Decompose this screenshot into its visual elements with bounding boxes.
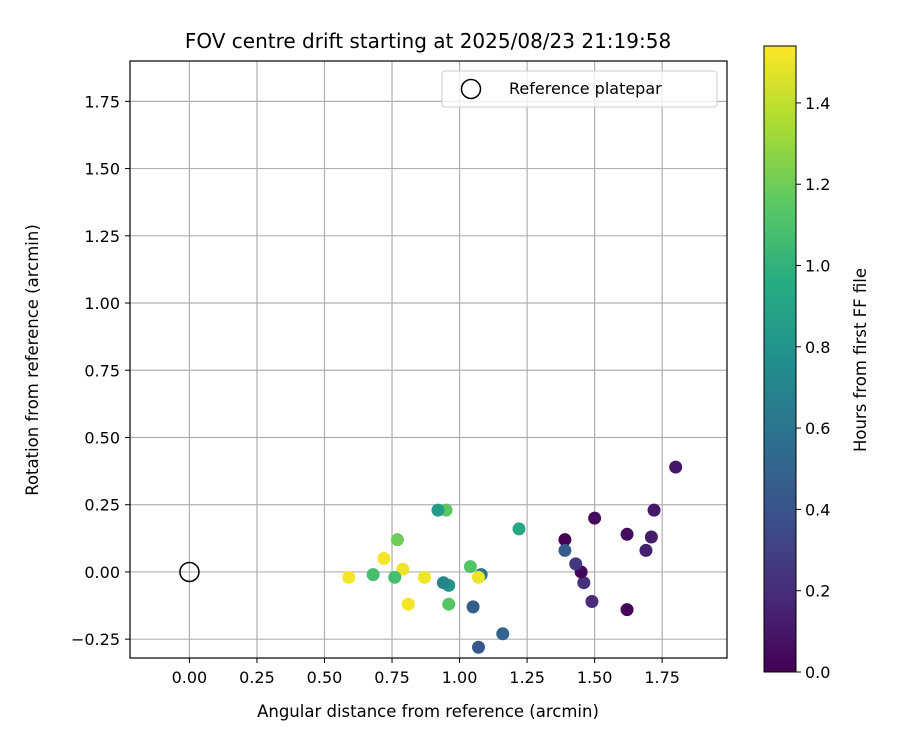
chart-title: FOV centre drift starting at 2025/08/23 … — [185, 29, 671, 53]
data-point — [442, 597, 456, 611]
x-tick-label: 1.75 — [644, 668, 680, 687]
data-point — [620, 527, 634, 541]
data-point — [471, 640, 485, 654]
data-point — [558, 543, 572, 557]
x-tick-label: 1.50 — [577, 668, 613, 687]
legend: Reference platepar — [441, 70, 718, 108]
x-axis-ticks: 0.00 0.25 0.50 0.75 1.00 1.25 1.50 1.75 — [172, 658, 680, 687]
colorbar-label: Hours from first FF file — [851, 268, 870, 452]
y-tick-label: −0.25 — [71, 630, 120, 649]
grid — [130, 61, 727, 658]
y-tick-label: 1.25 — [84, 227, 120, 246]
colorbar-gradient — [763, 45, 797, 673]
colorbar: 0.0 0.2 0.4 0.6 0.8 1.0 1.2 1.4 Hours from firs… — [763, 45, 870, 682]
colorbar-tick-label: 1.0 — [805, 257, 830, 276]
data-point — [512, 522, 526, 536]
data-point — [496, 627, 510, 641]
x-tick-label: 0.00 — [172, 668, 208, 687]
y-axis-label: Rotation from reference (arcmin) — [23, 224, 42, 496]
y-tick-label: 0.00 — [84, 563, 120, 582]
x-axis-label: Angular distance from reference (arcmin) — [257, 702, 599, 721]
colorbar-tick-label: 0.4 — [805, 500, 830, 519]
data-point — [669, 460, 683, 474]
legend-box — [441, 70, 718, 108]
data-point — [558, 533, 572, 547]
x-tick-label: 1.25 — [509, 668, 545, 687]
x-tick-label: 0.50 — [307, 668, 343, 687]
legend-marker — [460, 78, 482, 100]
colorbar-tick-label: 0.2 — [805, 582, 830, 601]
colorbar-tick-label: 0.6 — [805, 419, 830, 438]
y-axis-ticks: −0.25 0.00 0.25 0.50 0.75 1.00 1.25 1.50 1.75 — [71, 92, 130, 649]
x-tick-label: 0.75 — [374, 668, 410, 687]
data-point — [620, 603, 634, 617]
y-tick-label: 0.25 — [84, 496, 120, 515]
colorbar-tick-label: 1.2 — [805, 175, 830, 194]
data-point — [463, 560, 477, 574]
x-tick-label: 0.25 — [239, 668, 275, 687]
data-point — [588, 511, 602, 525]
data-point — [569, 557, 583, 571]
data-point — [639, 543, 653, 557]
x-tick-label: 1.00 — [442, 668, 478, 687]
data-point — [377, 552, 391, 565]
data-point — [466, 600, 480, 614]
data-point — [431, 503, 445, 517]
data-point — [585, 595, 599, 609]
legend-entry: Reference platepar — [509, 79, 662, 98]
data-point — [388, 570, 402, 584]
colorbar-tick-label: 0.0 — [805, 663, 830, 682]
y-tick-label: 1.75 — [84, 92, 120, 111]
data-point — [417, 570, 431, 584]
data-point — [366, 568, 380, 582]
colorbar-tick-label: 0.8 — [805, 338, 830, 357]
points — [342, 460, 683, 654]
reference-point — [179, 561, 200, 583]
data-point — [577, 576, 591, 590]
data-point — [644, 530, 658, 544]
plot-frame — [129, 60, 728, 659]
data-point — [436, 576, 450, 590]
data-point — [390, 533, 404, 547]
data-point — [342, 570, 356, 584]
data-point — [647, 503, 661, 517]
y-tick-label: 0.50 — [84, 428, 120, 447]
data-point — [401, 597, 415, 611]
y-tick-label: 1.00 — [84, 294, 120, 313]
colorbar-ticks: 0.0 0.2 0.4 0.6 0.8 1.0 1.2 1.4 — [796, 94, 830, 682]
y-tick-label: 1.50 — [84, 160, 120, 179]
y-tick-label: 0.75 — [84, 361, 120, 380]
data-point — [396, 562, 410, 576]
data-point — [471, 570, 485, 584]
colorbar-tick-label: 1.4 — [805, 94, 830, 113]
